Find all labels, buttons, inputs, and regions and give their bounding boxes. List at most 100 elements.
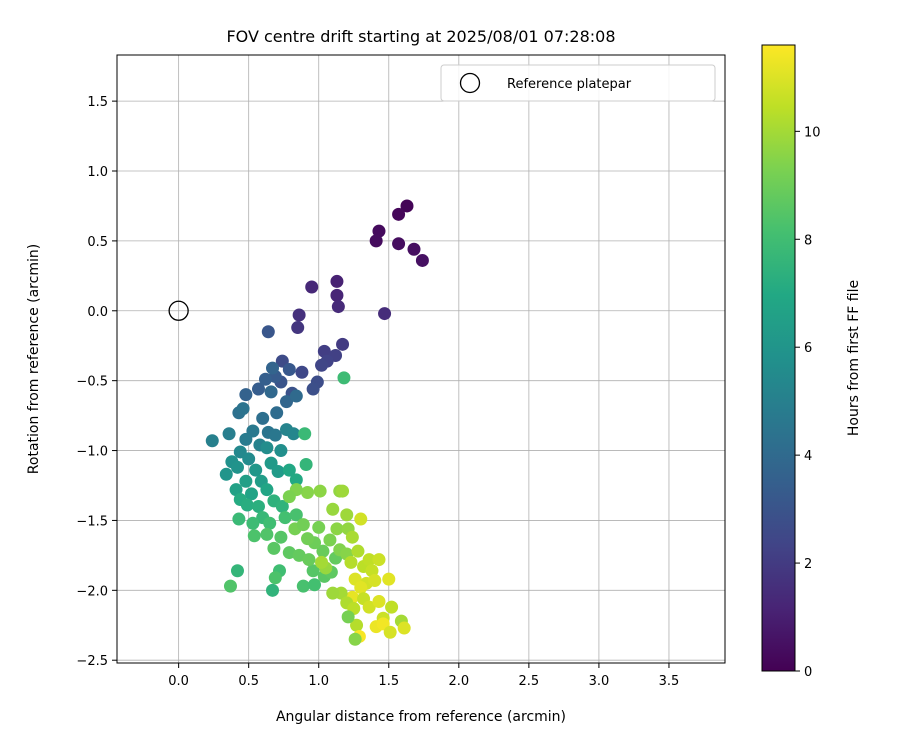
data-point — [354, 581, 368, 595]
data-point — [282, 463, 296, 477]
grid — [117, 55, 725, 663]
colorbar: 0 2 4 6 8 10 Hours from first FF file — [761, 44, 862, 680]
data-point — [247, 529, 261, 543]
y-tick-label: 1.5 — [87, 95, 108, 110]
data-point — [246, 516, 260, 530]
colorbar-tick-label: 8 — [804, 233, 812, 248]
data-point — [383, 625, 397, 639]
data-point — [249, 463, 263, 477]
x-axis-ticks: 0.0 0.5 1.0 1.5 2.0 2.5 3.0 3.5 — [168, 663, 679, 689]
colorbar-tick-label: 2 — [804, 557, 812, 572]
data-point — [372, 224, 386, 238]
data-point — [296, 518, 310, 532]
colorbar-tick-label: 10 — [804, 125, 821, 140]
data-point — [230, 460, 244, 474]
x-tick-label: 1.5 — [378, 674, 399, 689]
data-point — [336, 337, 350, 351]
y-axis-ticks: −2.5 −2.0 −1.5 −1.0 −0.5 0.0 0.5 1.0 1.5 — [76, 95, 117, 669]
data-point — [260, 483, 274, 497]
data-point — [266, 583, 280, 597]
x-tick-label: 3.5 — [659, 674, 680, 689]
colorbar-tick-label: 0 — [804, 665, 812, 680]
colorbar-tick-label: 6 — [804, 341, 812, 356]
data-point — [205, 434, 219, 448]
data-point — [382, 572, 396, 586]
data-point — [236, 402, 250, 416]
data-point — [348, 632, 362, 646]
data-point — [302, 553, 316, 567]
data-point — [301, 485, 315, 499]
data-point — [305, 280, 319, 294]
data-point — [271, 465, 285, 479]
colorbar-gradient — [761, 44, 796, 672]
data-point — [315, 555, 329, 569]
data-point — [331, 300, 345, 314]
data-point — [400, 199, 414, 213]
data-point — [312, 520, 326, 534]
data-point — [345, 530, 359, 544]
data-point — [232, 512, 246, 526]
y-tick-label: 1.0 — [87, 165, 108, 180]
data-point — [292, 548, 306, 562]
data-point — [268, 428, 282, 442]
data-point — [239, 474, 253, 488]
data-point — [372, 553, 386, 567]
data-point — [260, 527, 274, 541]
data-point — [251, 499, 265, 513]
data-point — [369, 234, 383, 248]
data-point — [341, 610, 355, 624]
data-point — [282, 490, 296, 504]
reference-platepar-point — [168, 300, 189, 321]
data-point — [268, 571, 282, 585]
data-point — [274, 530, 288, 544]
data-point — [266, 361, 280, 375]
data-point — [222, 427, 236, 441]
data-point — [415, 253, 429, 267]
data-point — [344, 555, 358, 569]
legend: Reference platepar — [440, 64, 716, 102]
data-point — [260, 441, 274, 455]
data-point — [295, 365, 309, 379]
data-point — [278, 511, 292, 525]
data-point — [308, 578, 322, 592]
data-point — [392, 237, 406, 251]
data-point — [242, 452, 256, 466]
data-point — [258, 372, 272, 386]
data-point — [306, 382, 320, 396]
x-tick-label: 0.0 — [168, 674, 189, 689]
data-point — [326, 586, 340, 600]
data-point — [261, 325, 275, 339]
data-point — [282, 546, 296, 560]
data-point — [240, 498, 254, 512]
data-points — [205, 199, 429, 646]
x-tick-label: 1.0 — [308, 674, 329, 689]
legend-box — [440, 64, 716, 102]
x-tick-label: 2.0 — [448, 674, 469, 689]
x-tick-label: 3.0 — [589, 674, 610, 689]
data-point — [229, 483, 243, 497]
x-axis-label: Angular distance from reference (arcmin) — [276, 709, 566, 725]
data-point — [251, 382, 265, 396]
data-point — [274, 444, 288, 458]
data-point — [223, 579, 237, 593]
data-point — [289, 473, 303, 487]
data-point — [275, 499, 289, 513]
data-point — [292, 308, 306, 322]
data-point — [340, 508, 354, 522]
data-point — [244, 487, 258, 501]
data-point — [336, 484, 350, 498]
data-point — [263, 516, 277, 530]
colorbar-ticks: 0 2 4 6 8 10 — [795, 125, 821, 680]
data-point — [230, 564, 244, 578]
y-tick-label: −2.5 — [76, 654, 108, 669]
data-point — [301, 532, 315, 546]
y-tick-label: −1.5 — [76, 514, 108, 529]
data-point — [316, 544, 330, 558]
data-point — [330, 288, 344, 302]
data-point — [362, 600, 376, 614]
data-point — [239, 388, 253, 402]
legend-marker — [459, 72, 481, 94]
data-point — [326, 502, 340, 516]
data-point — [317, 344, 331, 358]
